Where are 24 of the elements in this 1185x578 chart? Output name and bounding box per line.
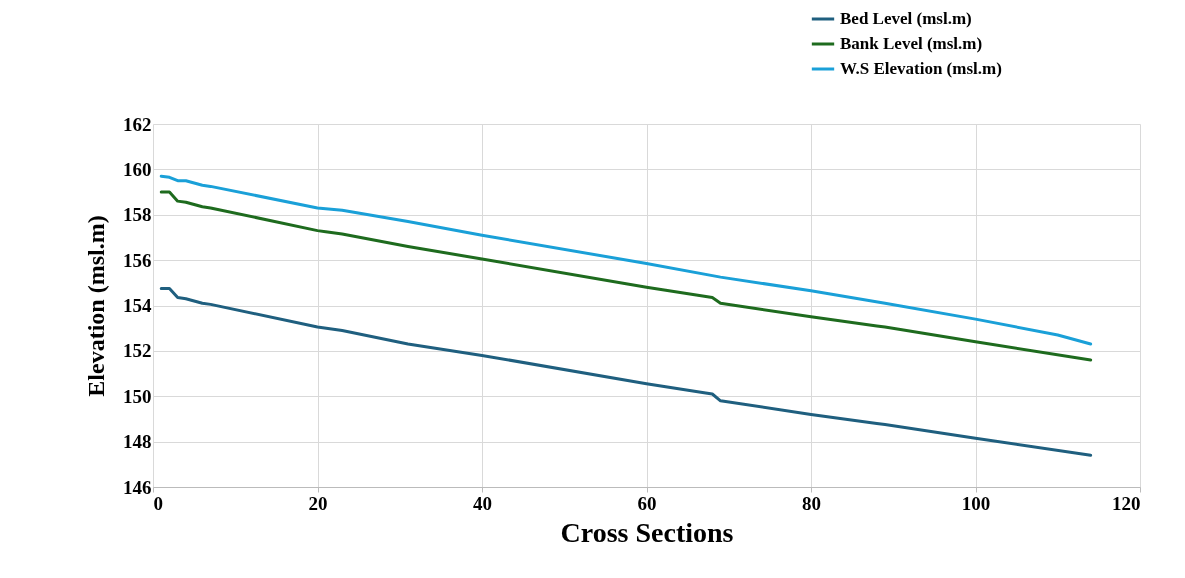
line-series [159,190,1093,362]
y-tick-label: 160 [123,158,152,180]
line-series [159,174,1093,346]
x-axis-title: Cross Sections [560,516,734,548]
line-series [159,286,1093,457]
x-tick-label: 20 [308,492,328,514]
y-axis-title: Elevation (msl.m) [83,215,109,397]
y-tick-label: 154 [123,295,152,316]
legend-label: W.S Elevation (msl.m) [840,59,1002,78]
y-tick-label: 146 [123,476,152,498]
y-tick-label: 152 [123,340,152,362]
y-tick-label: 162 [123,113,152,135]
x-tick-label: 80 [802,492,821,514]
x-tick-label: 120 [1112,492,1141,514]
x-tick-label: 60 [637,492,657,514]
x-tick-label: 40 [473,492,492,514]
y-tick-label: 148 [123,431,152,453]
legend-label: Bank Level (msl.m) [840,34,983,53]
legend-label: Bed Level (msl.m) [840,9,972,28]
x-tick-label: 100 [961,492,991,514]
x-tick-label: 0 [153,492,163,514]
y-tick-label: 158 [123,204,152,226]
y-tick-label: 156 [123,249,152,271]
y-tick-label: 150 [123,385,152,407]
